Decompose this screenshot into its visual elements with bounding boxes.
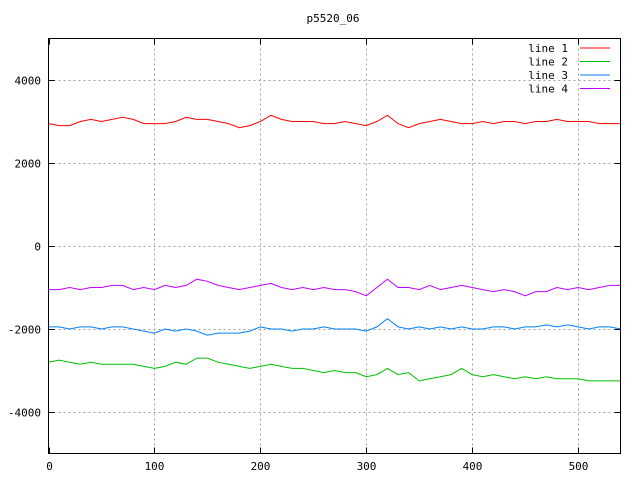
legend-label: line 2 — [528, 56, 568, 69]
y-tick-label: 2000 — [15, 158, 42, 171]
x-tick-label: 300 — [357, 460, 377, 473]
series-line-1 — [48, 114, 621, 129]
legend-label: line 4 — [528, 83, 568, 96]
x-tick-label: 100 — [145, 460, 165, 473]
chart-title: p5520_06 — [307, 12, 360, 25]
y-tick-label: -4000 — [8, 407, 41, 420]
grid — [48, 38, 621, 454]
series-lines — [48, 114, 621, 382]
x-tick-label: 200 — [251, 460, 271, 473]
plot-border — [48, 38, 621, 454]
y-tick-label: 4000 — [15, 75, 42, 88]
legend-label: line 3 — [528, 69, 568, 82]
x-tick-label: 400 — [463, 460, 483, 473]
x-tick-label: 500 — [569, 460, 589, 473]
axis-ticks: 0 100 200 300 400 500 -4000 -2000 0 2000 4000 — [8, 38, 621, 473]
series-line-3 — [48, 317, 621, 336]
series-line-4 — [48, 278, 621, 297]
legend-label: line 1 — [528, 42, 568, 55]
y-tick-label: 0 — [34, 241, 41, 254]
series-line-2 — [48, 357, 621, 382]
y-tick-label: -2000 — [8, 324, 41, 337]
x-tick-label: 0 — [46, 460, 53, 473]
